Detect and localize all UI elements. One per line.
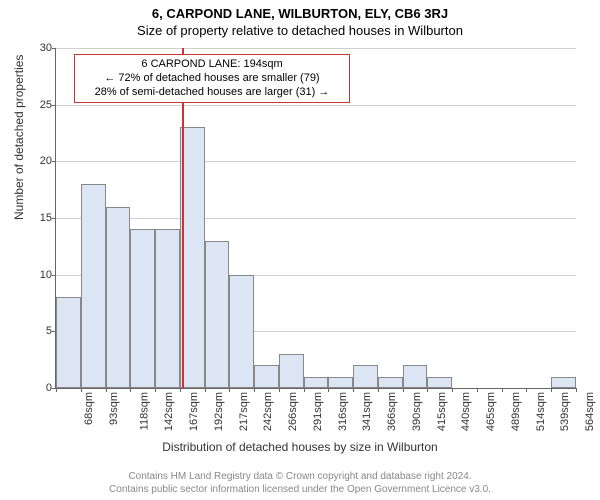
x-tick-label: 242sqm (262, 392, 274, 431)
page-subtitle: Size of property relative to detached ho… (0, 21, 600, 38)
x-tick-label: 415sqm (436, 392, 448, 431)
x-tick-mark (106, 388, 107, 392)
y-tick-label: 20 (40, 155, 56, 167)
histogram-bar (106, 207, 131, 388)
x-tick-mark (229, 388, 230, 392)
x-tick-mark (452, 388, 453, 392)
x-tick-label: 489sqm (510, 392, 522, 431)
histogram-bar (551, 377, 576, 388)
annotation-line: 6 CARPOND LANE: 194sqm (81, 58, 343, 72)
x-tick-label: 142sqm (163, 392, 175, 431)
x-tick-label: 93sqm (108, 392, 120, 425)
x-tick-mark (403, 388, 404, 392)
x-axis-label: Distribution of detached houses by size … (0, 440, 600, 454)
x-tick-label: 192sqm (213, 392, 225, 431)
annotation-box: 6 CARPOND LANE: 194sqm← 72% of detached … (74, 54, 350, 103)
x-tick-mark (502, 388, 503, 392)
chart-plot-area: 05101520253068sqm93sqm118sqm142sqm167sqm… (55, 48, 576, 389)
x-tick-label: 118sqm (138, 392, 150, 430)
y-tick-label: 0 (46, 382, 56, 394)
x-tick-label: 68sqm (83, 392, 95, 425)
x-tick-mark (576, 388, 577, 392)
x-tick-mark (328, 388, 329, 392)
histogram-bar (328, 377, 353, 388)
x-tick-label: 539sqm (560, 392, 572, 431)
x-tick-mark (526, 388, 527, 392)
histogram-bar (427, 377, 452, 388)
histogram-bar (81, 184, 106, 388)
y-tick-label: 25 (40, 99, 56, 111)
histogram-bar (56, 297, 81, 388)
x-tick-mark (155, 388, 156, 392)
x-tick-label: 217sqm (238, 392, 250, 431)
y-tick-label: 15 (40, 212, 56, 224)
x-tick-label: 440sqm (461, 392, 473, 431)
x-tick-mark (180, 388, 181, 392)
footer-line: Contains HM Land Registry data © Crown c… (0, 470, 600, 483)
x-tick-mark (205, 388, 206, 392)
x-tick-label: 465sqm (485, 392, 497, 431)
x-tick-mark (81, 388, 82, 392)
histogram-bar (254, 365, 279, 388)
x-tick-label: 514sqm (535, 392, 547, 431)
x-tick-mark (427, 388, 428, 392)
x-tick-mark (56, 388, 57, 392)
y-axis-label: Number of detached properties (12, 55, 26, 220)
x-tick-label: 564sqm (584, 392, 596, 431)
x-tick-mark (130, 388, 131, 392)
histogram-bar (205, 241, 230, 388)
footer-line: Contains public sector information licen… (0, 483, 600, 496)
attribution-footer: Contains HM Land Registry data © Crown c… (0, 470, 600, 496)
x-tick-mark (477, 388, 478, 392)
x-tick-mark (304, 388, 305, 392)
histogram-bar (304, 377, 329, 388)
histogram-bar (378, 377, 403, 388)
histogram-bar (353, 365, 378, 388)
x-tick-mark (353, 388, 354, 392)
histogram-bar (403, 365, 428, 388)
y-tick-label: 10 (40, 269, 56, 281)
gridline (56, 161, 576, 162)
gridline (56, 48, 576, 49)
y-tick-label: 5 (46, 325, 56, 337)
gridline (56, 218, 576, 219)
x-tick-label: 167sqm (188, 392, 200, 431)
x-tick-label: 390sqm (411, 392, 423, 431)
histogram-bar (229, 275, 254, 388)
histogram-bar (279, 354, 304, 388)
x-tick-label: 341sqm (362, 392, 374, 431)
y-tick-label: 30 (40, 42, 56, 54)
page-title: 6, CARPOND LANE, WILBURTON, ELY, CB6 3RJ (0, 0, 600, 21)
x-tick-mark (551, 388, 552, 392)
x-tick-label: 366sqm (386, 392, 398, 431)
histogram-bar (155, 229, 180, 388)
x-tick-label: 291sqm (312, 392, 324, 431)
x-tick-mark (254, 388, 255, 392)
x-tick-label: 266sqm (287, 392, 299, 431)
x-tick-label: 316sqm (337, 392, 349, 431)
x-tick-mark (378, 388, 379, 392)
x-tick-mark (279, 388, 280, 392)
histogram-bar (130, 229, 155, 388)
gridline (56, 105, 576, 106)
annotation-line: 28% of semi-detached houses are larger (… (81, 86, 343, 100)
annotation-line: ← 72% of detached houses are smaller (79… (81, 72, 343, 86)
